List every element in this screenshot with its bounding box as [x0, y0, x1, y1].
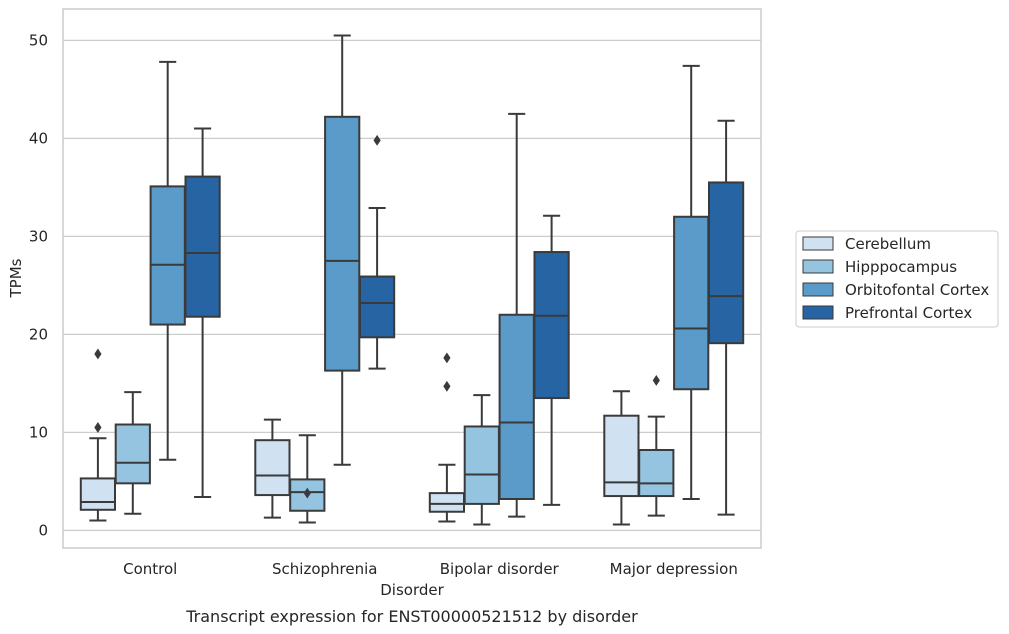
outlier-marker [652, 375, 660, 386]
y-tick-label: 40 [29, 129, 48, 147]
box-schizophrenia-prefrontal-cortex [358, 134, 396, 370]
y-axis-title: TPMs [7, 258, 25, 298]
box-iqr [707, 181, 745, 345]
box-iqr [603, 414, 640, 498]
box-iqr [114, 423, 151, 485]
box-schizophrenia-hipppocampus [289, 434, 326, 524]
box-iqr [533, 251, 570, 400]
box-major-depression-orbitofontal-cortex [673, 64, 710, 500]
legend-label-orbitofontal-cortex: Orbitofontal Cortex [845, 281, 989, 299]
box-major-depression-cerebellum [603, 390, 640, 526]
outlier-marker [443, 352, 451, 364]
box-bipolar-disorder-hipppocampus [463, 394, 500, 526]
box-iqr [463, 425, 500, 505]
legend-label-cerebellum: Cerebellum [845, 235, 931, 253]
box-groups [79, 34, 745, 526]
x-axis-title: Disorder [380, 581, 444, 599]
outlier-marker [373, 134, 381, 146]
legend-swatch-orbitofontal-cortex [802, 282, 834, 297]
box-iqr [498, 313, 535, 501]
y-tick-label: 10 [29, 423, 48, 441]
box-control-hipppocampus [114, 391, 151, 515]
plot-frame [62, 8, 762, 549]
box-bipolar-disorder-prefrontal-cortex [533, 214, 570, 506]
outlier-marker [94, 422, 102, 433]
box-iqr [149, 185, 186, 326]
outlier-marker [443, 380, 451, 392]
x-tick-label-major-depression: Major depression [610, 560, 738, 578]
box-bipolar-disorder-cerebellum [428, 352, 466, 523]
legend-frame [795, 230, 999, 328]
box-bipolar-disorder-orbitofontal-cortex [498, 112, 535, 518]
box-iqr [428, 492, 466, 513]
box-iqr [324, 115, 361, 372]
box-control-cerebellum [79, 348, 117, 522]
y-tick-label: 50 [29, 31, 48, 49]
x-tick-label-control: Control [123, 560, 177, 578]
legend-swatch-cerebellum [802, 236, 834, 251]
box-control-prefrontal-cortex [184, 127, 221, 499]
y-tick-label: 30 [29, 227, 48, 245]
box-control-orbitofontal-cortex [149, 60, 186, 461]
box-iqr [673, 215, 710, 391]
box-schizophrenia-cerebellum [254, 418, 291, 519]
outlier-marker [303, 487, 311, 499]
box-major-depression-prefrontal-cortex [707, 119, 745, 516]
legend: Cerebellum Hipppocampus Orbitofontal Corte… [795, 230, 999, 328]
y-tick-label: 20 [29, 325, 48, 343]
y-tick-labels: 0 10 20 30 40 50 [29, 31, 48, 539]
box-iqr [358, 275, 396, 339]
box-major-depression-hipppocampus [638, 375, 675, 517]
x-tick-label-bipolar-disorder: Bipolar disorder [440, 560, 560, 578]
x-tick-labels: Control Schizophrenia Bipolar disorder Majo… [123, 560, 738, 578]
x-tick-label-schizophrenia: Schizophrenia [272, 560, 377, 578]
box-iqr [638, 449, 675, 498]
box-schizophrenia-orbitofontal-cortex [324, 34, 361, 466]
legend-label-hipppocampus: Hipppocampus [845, 258, 957, 276]
legend-swatch-hipppocampus [802, 259, 834, 274]
box-iqr [254, 439, 291, 497]
box-iqr [184, 175, 221, 318]
legend-label-prefrontal-cortex: Prefrontal Cortex [845, 304, 972, 322]
chart-caption: Transcript expression for ENST0000052151… [185, 607, 638, 626]
outlier-marker [94, 348, 102, 360]
box-iqr [79, 477, 117, 511]
legend-swatch-prefrontal-cortex [802, 305, 834, 320]
y-tick-label: 0 [38, 521, 48, 539]
